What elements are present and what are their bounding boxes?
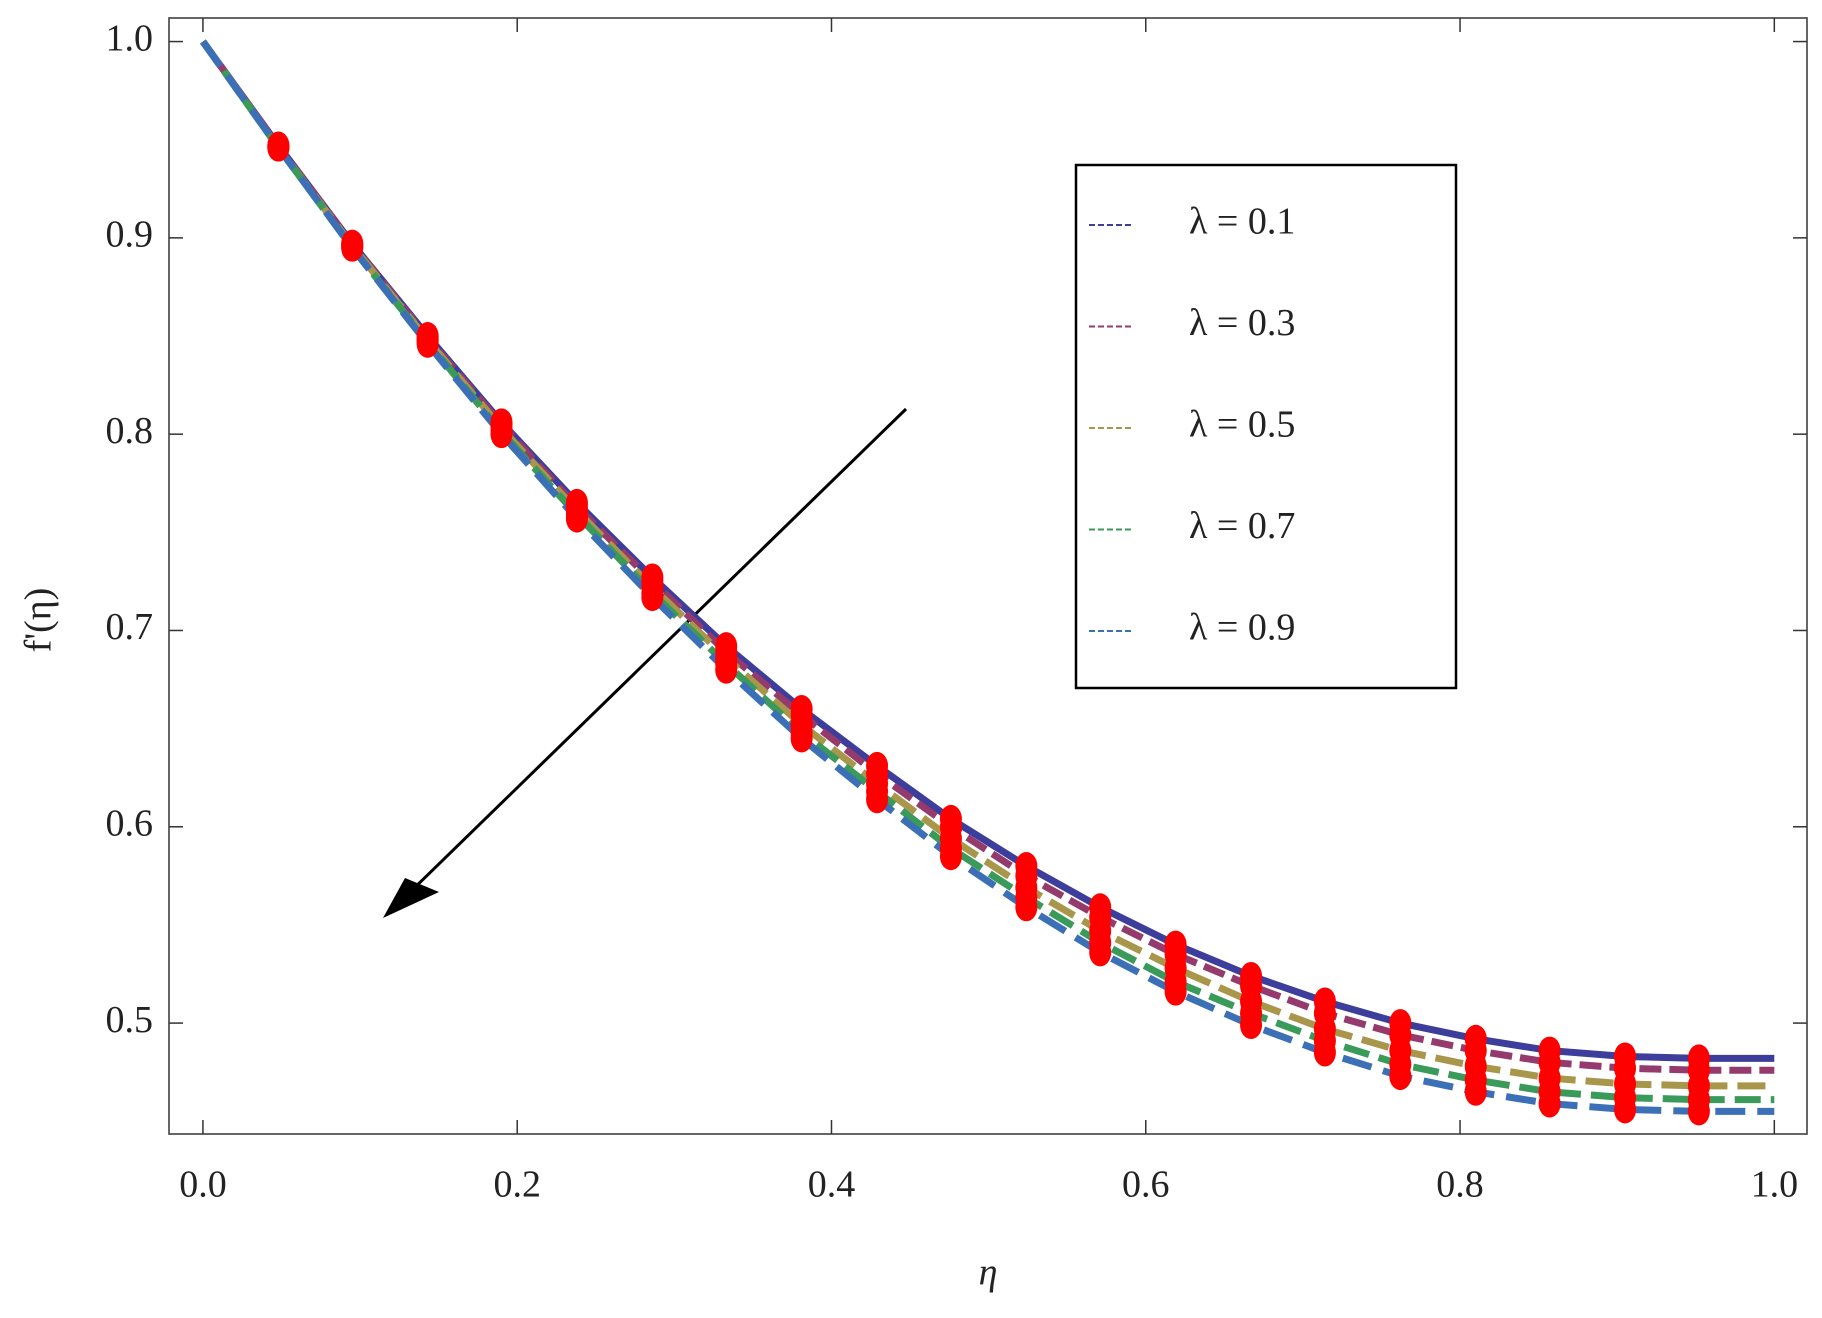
arrow-shaft: [403, 407, 908, 899]
y-tick-label: 0.6: [106, 802, 154, 844]
y-tick-label: 0.5: [106, 999, 154, 1041]
series-line: [200, 39, 1775, 1115]
legend-label: λ = 0.1: [1189, 201, 1295, 243]
y-axis-label: f'(η): [18, 588, 60, 653]
y-tick-label: 0.8: [106, 410, 154, 452]
arrow-head: [383, 878, 439, 918]
series-line: [200, 39, 1775, 1062]
legend-label: λ = 0.3: [1189, 302, 1295, 344]
data-marker: [1015, 893, 1038, 922]
x-axis-label: η: [979, 1252, 998, 1294]
data-marker: [641, 583, 664, 612]
data-marker: [1089, 938, 1112, 967]
data-marker: [1240, 1011, 1263, 1040]
data-marker: [866, 785, 889, 814]
data-marker: [790, 724, 813, 753]
data-marker: [490, 420, 513, 449]
series-line: [200, 39, 1775, 1090]
data-marker: [341, 233, 364, 262]
legend-label: λ = 0.7: [1189, 505, 1295, 547]
y-tick-label: 0.7: [106, 606, 154, 648]
data-marker: [939, 842, 962, 871]
data-marker: [1313, 1038, 1336, 1067]
data-marker: [565, 504, 588, 533]
series-line: [200, 39, 1775, 1104]
series-line: [200, 39, 1775, 1074]
legend-label: λ = 0.9: [1189, 607, 1295, 649]
legend-box: [1074, 163, 1458, 690]
x-tick-label: 0.4: [808, 1164, 856, 1206]
data-marker: [1538, 1089, 1561, 1118]
y-tick-label: 0.9: [106, 214, 154, 256]
x-tick-label: 0.6: [1122, 1164, 1170, 1206]
x-tick-label: 0.8: [1436, 1164, 1484, 1206]
x-tick-label: 0.0: [179, 1164, 227, 1206]
annotation-arrow: [383, 407, 908, 918]
legend-label: λ = 0.5: [1189, 404, 1295, 446]
data-marker: [1389, 1062, 1412, 1091]
data-marker: [267, 133, 290, 162]
data-marker: [1464, 1077, 1487, 1106]
x-tick-label: 0.2: [493, 1164, 541, 1206]
plot-frame: [168, 17, 1808, 1135]
data-marker: [416, 329, 439, 358]
y-tick-label: 1.0: [106, 17, 154, 59]
data-marker: [1164, 977, 1187, 1006]
data-marker: [1614, 1095, 1637, 1124]
x-tick-label: 1.0: [1751, 1164, 1799, 1206]
data-marker: [1687, 1097, 1710, 1126]
data-marker: [715, 655, 738, 684]
